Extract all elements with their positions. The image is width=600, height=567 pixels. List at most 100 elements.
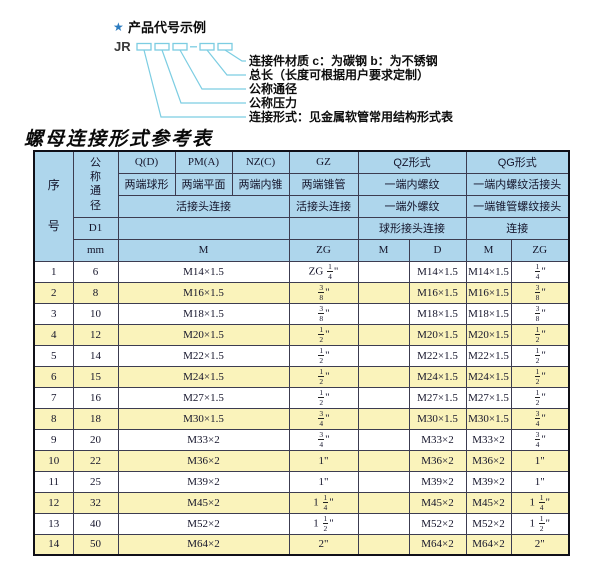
table-cell (357, 533, 410, 556)
table-cell: 2 (33, 281, 74, 304)
header-qg-m: M (465, 238, 512, 262)
table-cell: M45×2 (408, 491, 467, 514)
table-cell (357, 491, 410, 514)
table-cell (357, 470, 410, 493)
table-cell (357, 365, 410, 388)
table-cell: M14×1.5 (117, 260, 290, 283)
table-cell: M27×1.5 (465, 386, 512, 409)
header-qg-zg: ZG (510, 238, 570, 262)
table-cell: M36×2 (117, 449, 290, 472)
table-cell: M45×2 (465, 491, 512, 514)
header-pm: PM(A) (174, 150, 233, 174)
header-zg-gz: ZG (288, 238, 359, 262)
table-cell: M45×2 (117, 491, 290, 514)
table-cell: 8 (33, 407, 74, 430)
table-row: 9 20 M33×2 3 4 " M33×2 M33×2 3 4 " (33, 428, 570, 451)
leader-line-3 (179, 49, 246, 90)
table-cell: 1 2 " (510, 323, 570, 346)
table-cell: M30×1.5 (117, 407, 290, 430)
table-row: 12 32 M45×2 1 1 4 " M45×2 M45×2 1 1 4 " (33, 491, 570, 514)
table-cell: M16×1.5 (117, 281, 290, 304)
header-q-sub: 两端球形 (117, 172, 176, 196)
table-cell: M27×1.5 (117, 386, 290, 409)
table-cell: 25 (72, 470, 119, 493)
table-row: 5 14 M22×1.5 1 2 " M22×1.5 M22×1.5 1 2 " (33, 344, 570, 367)
table-cell: 1 1 4 " (510, 491, 570, 514)
table-cell: M24×1.5 (465, 365, 512, 388)
table-row: 1 6 M14×1.5 ZG 1 4 " M14×1.5 M14×1.5 1 4 " (33, 260, 570, 283)
leader-line-5 (143, 49, 246, 118)
code-prefix: JR (114, 39, 131, 54)
table-cell: 1 2 " (288, 344, 359, 367)
table-cell: 50 (72, 533, 119, 556)
table-cell: M24×1.5 (117, 365, 290, 388)
header-seq-label: 序号 (47, 178, 60, 234)
table-cell: M20×1.5 (408, 323, 467, 346)
table-cell (357, 407, 410, 430)
table-cell: 3 8 " (510, 302, 570, 325)
table-cell: M16×1.5 (408, 281, 467, 304)
table-cell: 7 (33, 386, 74, 409)
diagram-labels: 连接件材质 c：为碳钢 b：为不锈钢 总长（长度可根据用户要求定制） 公称通径 … (249, 53, 454, 124)
table-cell: M14×1.5 (465, 260, 512, 283)
header-nz-sub: 两端内锥 (231, 172, 290, 196)
table-cell: M33×2 (117, 428, 290, 451)
table-cell: 3 8 " (510, 281, 570, 304)
header-qz-d: D (408, 238, 467, 262)
table-cell: 1 1 2 " (510, 512, 570, 535)
header-qz: QZ形式 (357, 150, 467, 174)
table-cell: M64×2 (117, 533, 290, 556)
header-union-left: 活接头连接 (117, 194, 290, 218)
table-row: 14 50 M64×2 2" M64×2 M64×2 2" (33, 533, 570, 556)
table-row: 6 15 M24×1.5 1 2 " M24×1.5 M24×1.5 1 2 " (33, 365, 570, 388)
table-cell: M33×2 (408, 428, 467, 451)
header-qz-sub3: 球形接头连接 (357, 216, 467, 240)
table-cell: M64×2 (408, 533, 467, 556)
leader-line-2 (206, 49, 246, 76)
table-cell: M36×2 (465, 449, 512, 472)
table-cell: 6 (33, 365, 74, 388)
code-box-4 (199, 42, 215, 51)
table-cell: 1" (510, 470, 570, 493)
table-cell: 6 (72, 260, 119, 283)
table-cell (357, 302, 410, 325)
table-cell: 10 (72, 302, 119, 325)
table-cell: M22×1.5 (408, 344, 467, 367)
table-cell: 1 2 " (510, 344, 570, 367)
header-qz-m: M (357, 238, 410, 262)
table-cell: 1 2 " (288, 386, 359, 409)
table-cell: M39×2 (408, 470, 467, 493)
table-cell: 12 (33, 491, 74, 514)
table-cell: M64×2 (465, 533, 512, 556)
header-mm: mm (72, 238, 119, 262)
table-cell: M18×1.5 (408, 302, 467, 325)
table-cell: 8 (72, 281, 119, 304)
table-cell: 1 4 " (510, 260, 570, 283)
label-length: 总长（长度可根据用户要求定制） (249, 67, 429, 82)
table-cell: 16 (72, 386, 119, 409)
code-box-2 (154, 42, 170, 51)
label-connection: 连接形式：见金属软管常用结构形式表 (249, 109, 454, 124)
table-cell: 9 (33, 428, 74, 451)
header-row-2: 两端球形 两端平面 两端内锥 两端锥管 一端内螺纹 一端内螺纹活接头 (34, 172, 570, 196)
table-cell: 3 4 " (510, 407, 570, 430)
table-cell: 3 4 " (288, 407, 359, 430)
label-material: 连接件材质 c：为碳钢 b：为不锈钢 (249, 53, 438, 68)
table-cell: M14×1.5 (408, 260, 467, 283)
table-cell: M52×2 (408, 512, 467, 535)
table-cell (357, 323, 410, 346)
table-cell (357, 344, 410, 367)
table-body: 1 6 M14×1.5 ZG 1 4 " M14×1.5 M14×1.5 1 4 " 2 8 M16×1.… (33, 260, 570, 556)
